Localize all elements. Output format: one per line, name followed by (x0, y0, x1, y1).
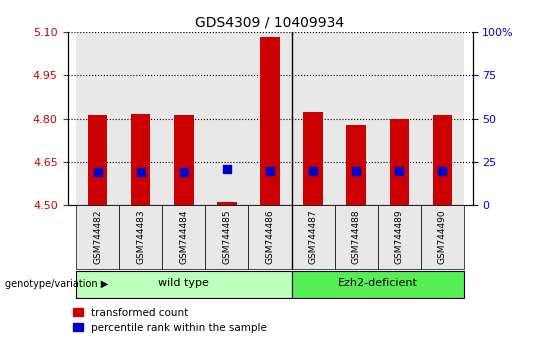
Text: GSM744485: GSM744485 (222, 210, 232, 264)
Bar (88, 115, 107, 205)
Title: GDS4309 / 10409934: GDS4309 / 10409934 (195, 15, 345, 29)
Text: GSM744486: GSM744486 (266, 210, 274, 264)
FancyBboxPatch shape (163, 205, 205, 269)
Bar (248, 32, 292, 205)
Bar (303, 112, 323, 205)
FancyBboxPatch shape (292, 205, 335, 269)
FancyBboxPatch shape (377, 205, 421, 269)
Bar (377, 32, 421, 205)
Text: wild type: wild type (158, 279, 210, 289)
FancyBboxPatch shape (421, 205, 464, 269)
Text: GSM744482: GSM744482 (93, 210, 102, 264)
Text: Ezh2-deficient: Ezh2-deficient (338, 279, 417, 289)
Legend: transformed count, percentile rank within the sample: transformed count, percentile rank withi… (73, 308, 267, 333)
FancyBboxPatch shape (335, 205, 377, 269)
Bar (421, 32, 464, 205)
Bar (260, 37, 280, 205)
Text: GSM744484: GSM744484 (179, 210, 188, 264)
Text: GSM744483: GSM744483 (136, 210, 145, 264)
FancyBboxPatch shape (292, 270, 464, 298)
Bar (389, 119, 409, 205)
Bar (205, 32, 248, 205)
FancyBboxPatch shape (205, 205, 248, 269)
Bar (119, 32, 163, 205)
Bar (292, 32, 335, 205)
Text: genotype/variation ▶: genotype/variation ▶ (5, 279, 109, 289)
Bar (76, 32, 119, 205)
FancyBboxPatch shape (248, 205, 292, 269)
FancyBboxPatch shape (119, 205, 163, 269)
FancyBboxPatch shape (76, 205, 119, 269)
Text: GSM744488: GSM744488 (352, 210, 361, 264)
Bar (433, 115, 452, 205)
Bar (163, 32, 205, 205)
Bar (174, 115, 193, 205)
Bar (347, 125, 366, 205)
Text: GSM744489: GSM744489 (395, 210, 404, 264)
Text: GSM744490: GSM744490 (438, 210, 447, 264)
Bar (217, 202, 237, 205)
Bar (335, 32, 377, 205)
FancyBboxPatch shape (76, 270, 292, 298)
Bar (131, 114, 151, 205)
Text: GSM744487: GSM744487 (308, 210, 318, 264)
